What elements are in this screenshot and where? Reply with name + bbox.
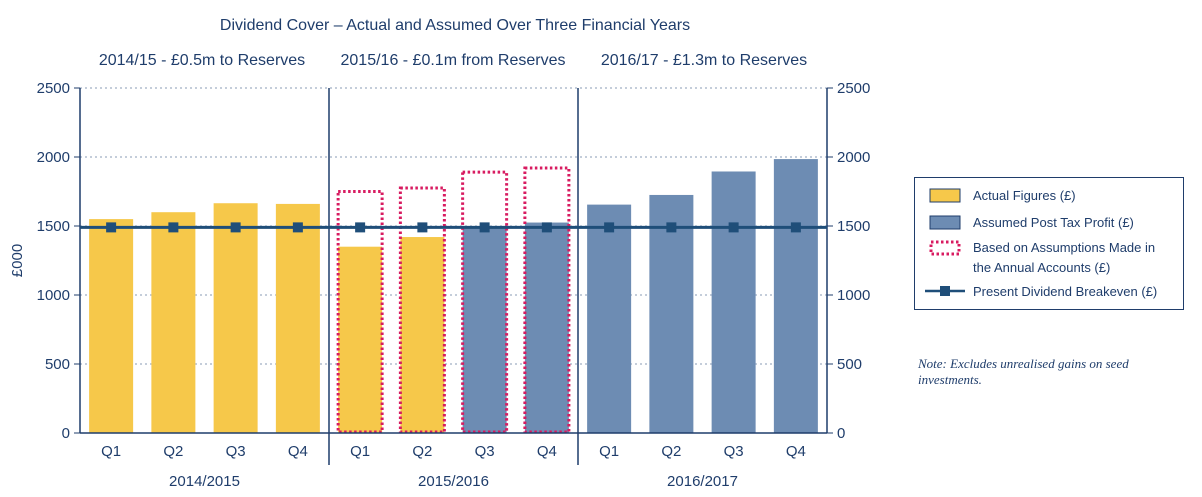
period-label-2014-15: 2014/15 - £0.5m to Reserves bbox=[98, 52, 306, 69]
y-tick-right-1500: 1500 bbox=[837, 218, 870, 235]
y-tick-left-1000: 1000 bbox=[37, 287, 70, 304]
bar-0-5 bbox=[400, 237, 445, 433]
x-tick-3: Q4 bbox=[288, 443, 308, 460]
legend-swatch-based bbox=[929, 240, 961, 256]
y-tick-left-500: 500 bbox=[45, 356, 70, 373]
x-tick-9: Q2 bbox=[661, 443, 681, 460]
x-tick-6: Q3 bbox=[475, 443, 495, 460]
bar-1-11 bbox=[773, 159, 818, 433]
bar-0-2 bbox=[213, 203, 258, 433]
x-tick-10: Q3 bbox=[724, 443, 744, 460]
breakeven-marker-10 bbox=[728, 222, 739, 233]
assumption-outline-5 bbox=[398, 186, 446, 434]
breakeven-marker-8 bbox=[604, 222, 615, 233]
x-tick-1: Q2 bbox=[163, 443, 183, 460]
breakeven-marker-5 bbox=[417, 222, 428, 233]
legend-label-assumed: Assumed Post Tax Profit (£) bbox=[973, 215, 1134, 230]
note-text: Note: Excludes unrealised gains on seed … bbox=[918, 356, 1129, 387]
y-tick-right-1000: 1000 bbox=[837, 287, 870, 304]
legend: Actual Figures (£) Assumed Post Tax Prof… bbox=[914, 177, 1184, 310]
bar-0-3 bbox=[275, 203, 320, 433]
bar-1-9 bbox=[649, 194, 694, 433]
period-label-2016-17: 2016/17 - £1.3m to Reserves bbox=[600, 52, 808, 69]
breakeven-marker-6 bbox=[479, 222, 490, 233]
y-tick-left-2000: 2000 bbox=[37, 149, 70, 166]
assumption-outline-7 bbox=[523, 166, 571, 434]
breakeven-marker-4 bbox=[355, 222, 366, 233]
x-tick-11: Q4 bbox=[786, 443, 806, 460]
x-tick-4: Q1 bbox=[350, 443, 370, 460]
breakeven-marker-3 bbox=[292, 222, 303, 233]
bar-0-0 bbox=[89, 219, 134, 433]
y-tick-right-2000: 2000 bbox=[837, 149, 870, 166]
legend-swatch-breakeven bbox=[925, 286, 965, 296]
bar-1-10 bbox=[711, 171, 756, 434]
legend-label-breakeven: Present Dividend Breakeven (£) bbox=[973, 284, 1158, 299]
y-tick-right-2500: 2500 bbox=[837, 80, 870, 97]
breakeven-marker-11 bbox=[790, 222, 801, 233]
y-axis-label: £000 bbox=[9, 244, 26, 277]
x-period-label-1: 2015/2016 bbox=[418, 473, 489, 490]
bar-0-1 bbox=[151, 212, 196, 433]
x-tick-5: Q2 bbox=[412, 443, 432, 460]
legend-label-based-line2: the Annual Accounts (£) bbox=[973, 260, 1111, 275]
breakeven-marker-1 bbox=[168, 222, 179, 233]
assumption-outline-4 bbox=[336, 190, 384, 434]
x-tick-2: Q3 bbox=[226, 443, 246, 460]
bar-1-7 bbox=[524, 222, 569, 433]
y-tick-right-0: 0 bbox=[837, 425, 845, 442]
bar-1-6 bbox=[462, 226, 507, 433]
y-tick-right-500: 500 bbox=[837, 356, 862, 373]
legend-swatch-actual bbox=[929, 188, 961, 203]
y-tick-left-1500: 1500 bbox=[37, 218, 70, 235]
y-tick-left-0: 0 bbox=[62, 425, 70, 442]
chart-title: Dividend Cover – Actual and Assumed Over… bbox=[219, 17, 691, 34]
legend-swatch-assumed bbox=[929, 215, 961, 230]
breakeven-marker-7 bbox=[541, 222, 552, 233]
x-period-label-2: 2016/2017 bbox=[667, 473, 738, 490]
x-tick-0: Q1 bbox=[101, 443, 121, 460]
legend-label-based-line1: Based on Assumptions Made in bbox=[973, 240, 1156, 255]
breakeven-marker-9 bbox=[666, 222, 677, 233]
breakeven-marker-0 bbox=[106, 222, 117, 233]
x-tick-8: Q1 bbox=[599, 443, 619, 460]
bar-0-4 bbox=[338, 246, 383, 433]
legend-label-actual: Actual Figures (£) bbox=[973, 188, 1076, 203]
assumption-outline-6 bbox=[461, 170, 509, 434]
period-label-2015-16: 2015/16 - £0.1m from Reserves bbox=[340, 52, 566, 69]
x-tick-7: Q4 bbox=[537, 443, 557, 460]
bar-1-8 bbox=[587, 204, 632, 433]
breakeven-marker-2 bbox=[230, 222, 241, 233]
y-tick-left-2500: 2500 bbox=[37, 80, 70, 97]
x-period-label-0: 2014/2015 bbox=[169, 473, 240, 490]
